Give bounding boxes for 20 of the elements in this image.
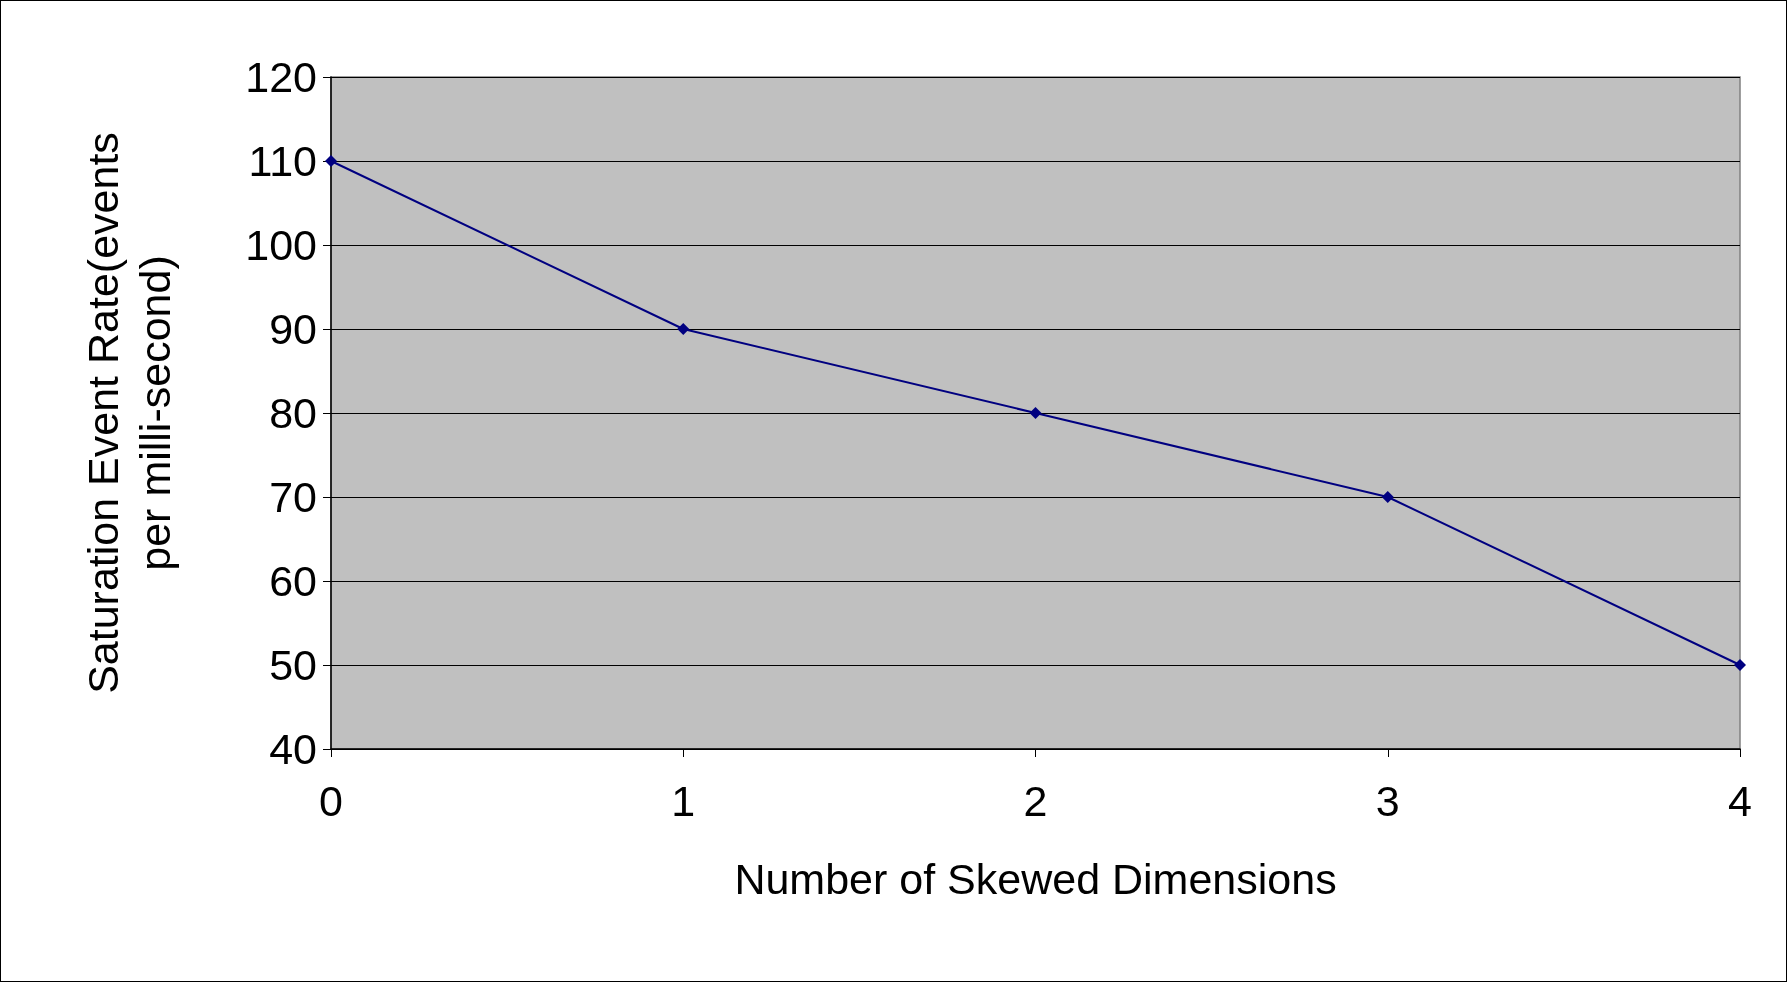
x-tick-label: 2 [1023, 776, 1048, 825]
y-tick-label: 80 [269, 389, 317, 437]
x-tick-label: 0 [319, 776, 343, 825]
y-tick-label: 50 [269, 641, 317, 689]
point [1381, 491, 1394, 503]
point [677, 323, 690, 335]
y-tick-label: 60 [269, 557, 317, 605]
y-tick-label: 90 [269, 305, 317, 353]
y-axis-title: Saturation Event Rate(events per milli-second) [79, 132, 179, 694]
x-tick-label: 4 [1728, 776, 1752, 825]
y-tick-label: 70 [269, 473, 317, 521]
y-tick-label: 40 [269, 725, 317, 773]
x-tick-label: 1 [671, 776, 696, 825]
point [1029, 407, 1042, 419]
y-tick-label: 110 [248, 137, 317, 185]
y-tick-label: 100 [245, 221, 317, 269]
x-tick-label: 3 [1375, 776, 1400, 825]
y-tick-label: 120 [245, 53, 317, 101]
x-axis-title: Number of Skewed Dimensions [734, 854, 1337, 903]
point [1734, 659, 1746, 671]
